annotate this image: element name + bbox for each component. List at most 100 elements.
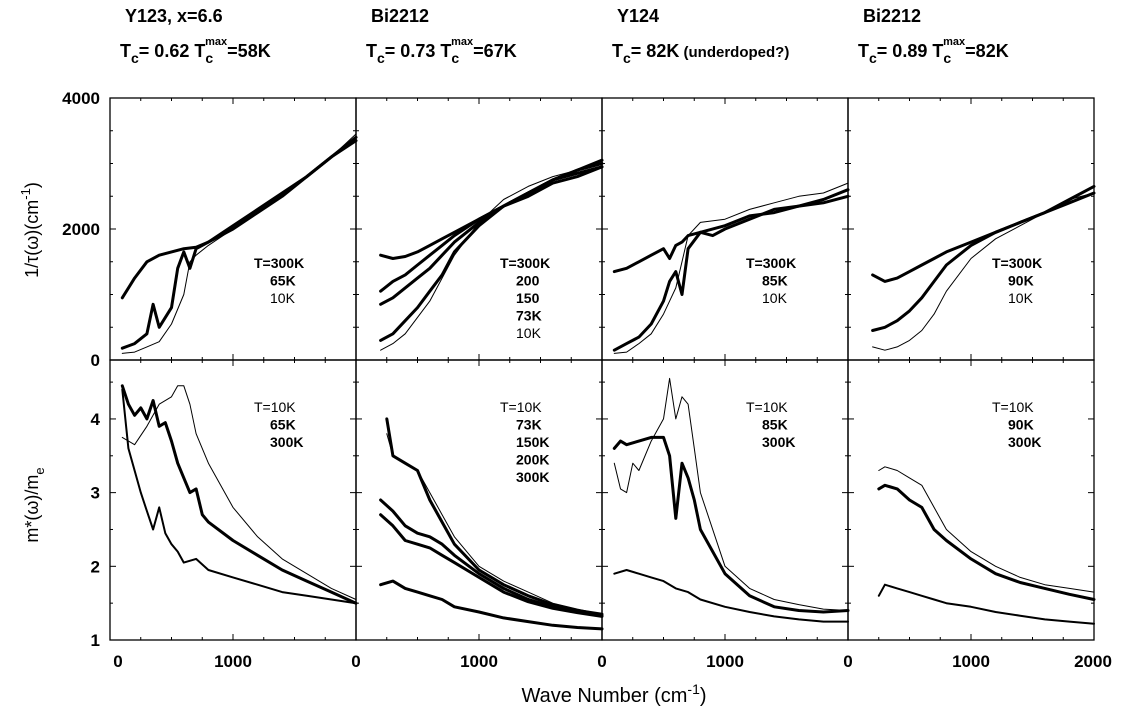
bottom-legend-item: T=10K	[992, 399, 1034, 415]
top-legend-item: 65K	[270, 273, 296, 289]
x-axis-title-close: )	[700, 685, 707, 707]
top-y-axis-title-sup: -1	[18, 188, 33, 200]
bottom-series-85K	[612, 435, 850, 614]
bottom-legend-item: T=10K	[254, 399, 296, 415]
top-y-tick-label: 0	[91, 351, 100, 370]
top-series-65K	[120, 139, 358, 350]
top-legend-item: 10K	[1008, 290, 1034, 306]
title-ratio: = 0.62 T	[139, 41, 206, 61]
top-series-73K	[379, 165, 604, 342]
top-series-300K	[120, 135, 358, 300]
bottom-series-10K	[121, 385, 357, 600]
top-legend-item: 10K	[270, 290, 296, 306]
title-sub-c: c	[131, 50, 139, 66]
top-series-300K	[871, 184, 1096, 283]
panel-title-line2: Tc= 82K (underdoped?)	[612, 41, 789, 66]
title-sub-c: c	[869, 50, 877, 66]
top-legend-item: T=300K	[746, 255, 796, 271]
top-series-10K	[613, 182, 849, 354]
x-tick-label: 0	[113, 652, 122, 671]
bottom-legend-item: 90K	[1008, 417, 1034, 433]
bottom-series-65K	[120, 384, 358, 605]
top-legend-item: 85K	[762, 273, 788, 289]
title-sup-max: max	[943, 36, 966, 48]
top-series-90K	[871, 191, 1096, 332]
title-ratio: = 82K	[631, 41, 680, 61]
x-tick-label: 1000	[214, 652, 252, 671]
title-temp: =58K	[227, 41, 271, 61]
bottom-series-200K	[379, 513, 604, 618]
bottom-legend-item: T=10K	[500, 399, 542, 415]
bottom-y-tick-label: 1	[91, 631, 100, 650]
title-temp: =67K	[473, 41, 517, 61]
top-y-tick-label: 2000	[62, 220, 100, 239]
bottom-legend-item: 85K	[762, 417, 788, 433]
panel-title-line1: Y123, x=6.6	[125, 6, 223, 26]
top-y-axis-title-text: 1/τ(ω)(cm	[22, 200, 42, 278]
bottom-series-300K	[877, 583, 1095, 625]
title-T: T	[858, 41, 869, 61]
title-note: (underdoped?)	[679, 44, 789, 61]
bottom-series-10K	[613, 377, 849, 611]
top-y-axis-title-close: )	[22, 182, 42, 188]
title-sub-c2: c	[205, 50, 213, 66]
bottom-legend-item: 300K	[1008, 434, 1041, 450]
bottom-legend-item: 150K	[516, 434, 549, 450]
x-axis-title: Wave Number (cm-1)	[521, 681, 706, 707]
panel-title-line2: Tc= 0.89 Tc max=82K	[858, 36, 1009, 66]
top-legend-item: 73K	[516, 308, 542, 324]
bottom-plot-frame	[355, 359, 603, 641]
bottom-plot-frame	[601, 359, 849, 641]
bottom-y-tick-label: 3	[91, 484, 100, 503]
x-tick-label: 1000	[952, 652, 990, 671]
x-axis-title-text: Wave Number (cm	[521, 685, 687, 707]
top-series-10K	[121, 133, 357, 354]
bottom-y-axis-title-sub: e	[32, 467, 47, 474]
bottom-series-300K	[379, 579, 604, 631]
top-series-10K	[872, 192, 1095, 351]
bottom-plot-frame	[847, 359, 1095, 641]
top-legend-item: 10K	[516, 325, 542, 341]
title-ratio: = 0.73 T	[385, 41, 452, 61]
top-legend-item: 200	[516, 273, 540, 289]
panel-title-line2: Tc= 0.62 Tc max=58K	[120, 36, 271, 66]
title-sup-max: max	[451, 36, 474, 48]
bottom-y-tick-label: 2	[91, 557, 100, 576]
bottom-y-tick-label: 4	[91, 410, 101, 429]
bottom-legend-item: 200K	[516, 452, 549, 468]
x-tick-label: 0	[597, 652, 606, 671]
top-legend-item: 150	[516, 290, 540, 306]
title-sub-c: c	[623, 50, 631, 66]
x-tick-label: 1000	[706, 652, 744, 671]
top-series-85K	[612, 194, 850, 352]
top-legend-item: 10K	[762, 290, 788, 306]
top-legend-item: T=300K	[254, 255, 304, 271]
bottom-legend-item: T=10K	[746, 399, 788, 415]
x-axis-title-sup: -1	[687, 681, 700, 697]
bottom-series-300K	[613, 569, 849, 623]
top-y-tick-label: 4000	[62, 89, 100, 108]
x-tick-label: 2000	[1074, 652, 1112, 671]
title-T: T	[612, 41, 623, 61]
top-legend-item: 90K	[1008, 273, 1034, 289]
bottom-legend-item: 300K	[762, 434, 795, 450]
bottom-y-axis-title: m*(ω)/me	[22, 467, 47, 542]
panel-1: Y123, x=6.6Tc= 0.62 Tcmax=58KT=300K65K10…	[109, 6, 358, 641]
bottom-legend-item: 65K	[270, 417, 296, 433]
title-ratio: = 0.89 T	[877, 41, 944, 61]
title-sub-c2: c	[451, 50, 459, 66]
panel-title-line1: Y124	[617, 6, 659, 26]
bottom-series-10K	[878, 466, 1095, 593]
top-series-300K	[612, 188, 850, 274]
bottom-legend-item: 300K	[516, 469, 549, 485]
bottom-series-150K	[379, 498, 604, 618]
title-sub-c: c	[377, 50, 385, 66]
bottom-legend-item: 73K	[516, 417, 542, 433]
x-tick-label: 1000	[460, 652, 498, 671]
bottom-legend-item: 300K	[270, 434, 303, 450]
top-y-axis-title: 1/τ(ω)(cm-1)	[18, 182, 42, 278]
bottom-series-73K	[385, 417, 604, 616]
